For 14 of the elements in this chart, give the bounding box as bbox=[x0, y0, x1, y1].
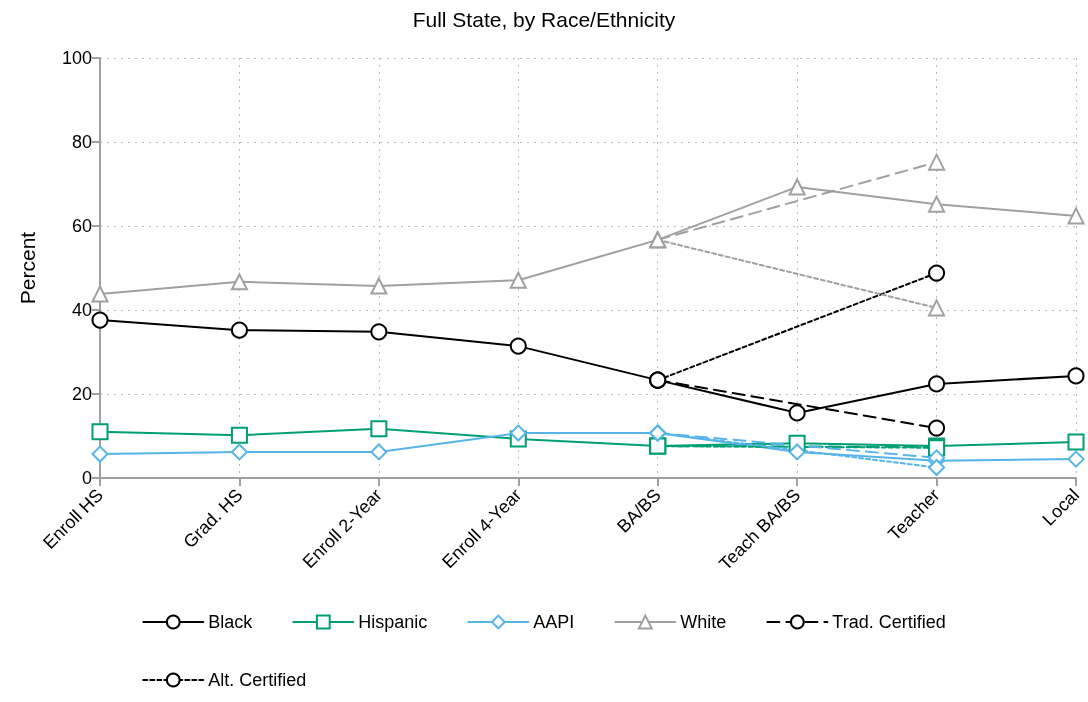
y-tick-label: 0 bbox=[81, 468, 92, 488]
legend-label: Trad. Certified bbox=[832, 612, 946, 632]
y-tick-label: 40 bbox=[71, 300, 92, 320]
y-tick-label: 100 bbox=[61, 48, 92, 68]
y-axis-title: Percent bbox=[16, 231, 39, 305]
y-tick-label: 20 bbox=[71, 384, 92, 404]
legend-label: White bbox=[680, 612, 727, 632]
legend-label: Hispanic bbox=[358, 612, 428, 632]
legend-label: Black bbox=[208, 612, 254, 632]
y-tick-label: 80 bbox=[71, 132, 92, 152]
legend-label: AAPI bbox=[533, 612, 575, 632]
y-tick-label: 60 bbox=[71, 216, 92, 236]
legend-label: Alt. Certified bbox=[208, 670, 307, 690]
chart-title: Full State, by Race/Ethnicity bbox=[412, 8, 676, 31]
